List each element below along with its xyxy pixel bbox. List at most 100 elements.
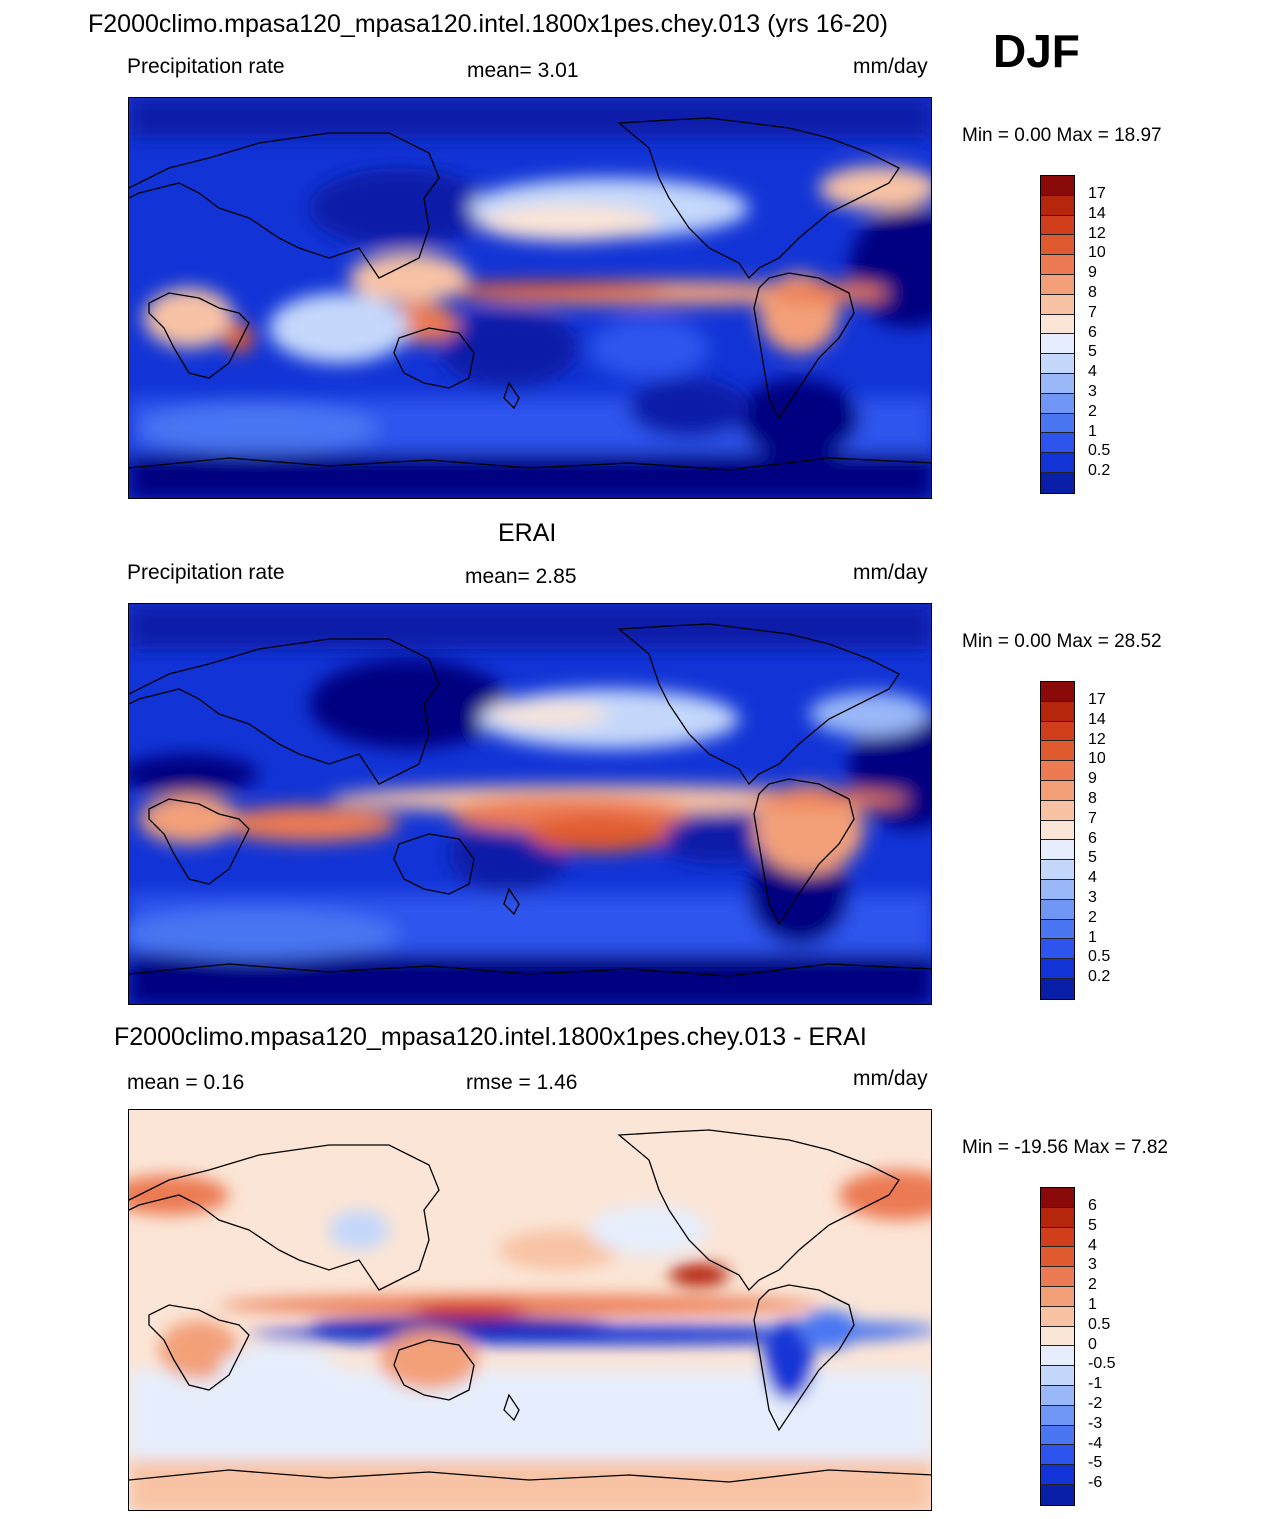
colorbar-swatch <box>1041 1247 1074 1268</box>
colorbar-swatch <box>1041 1286 1074 1307</box>
colorbar-swatch <box>1041 721 1074 742</box>
colorbar-tick-label: 4 <box>1088 869 1097 887</box>
colorbar-swatch <box>1041 919 1074 940</box>
colorbar-swatch <box>1041 761 1074 781</box>
colorbar-swatch <box>1041 1425 1074 1446</box>
colorbar-tick-label: 4 <box>1088 363 1097 381</box>
panel3-map <box>128 1109 932 1511</box>
colorbar-tick-label: 17 <box>1088 691 1106 708</box>
panel3-rmse-label: rmse = 1.46 <box>466 1071 578 1094</box>
colorbar-swatch <box>1041 195 1074 216</box>
panel1-minmax: Min = 0.00 Max = 18.97 <box>962 125 1162 146</box>
colorbar-swatch <box>1041 413 1074 434</box>
colorbar-tick-label: 2 <box>1088 402 1097 420</box>
season-label: DJF <box>993 25 1080 77</box>
panel1-units-label: mm/day <box>853 55 928 78</box>
colorbar-swatch <box>1041 1484 1074 1505</box>
panel2-minmax: Min = 0.00 Max = 28.52 <box>962 631 1162 652</box>
panel2-map <box>128 603 932 1005</box>
colorbar-tick-label: 14 <box>1088 710 1106 728</box>
colorbar-swatch <box>1041 1207 1074 1228</box>
panel2-colorbar <box>1040 681 1075 1000</box>
colorbar-tick-label: 17 <box>1088 185 1106 202</box>
colorbar-tick-label: 5 <box>1088 849 1097 867</box>
colorbar-tick-label: 0.5 <box>1088 442 1111 460</box>
colorbar-swatch <box>1041 741 1074 762</box>
colorbar-tick-label: -2 <box>1088 1395 1103 1412</box>
colorbar-tick-label: 9 <box>1088 264 1097 282</box>
colorbar-tick-label: 3 <box>1088 1256 1097 1274</box>
colorbar-tick-label: -3 <box>1088 1414 1103 1432</box>
colorbar-tick-label: 8 <box>1088 284 1097 301</box>
colorbar-tick-label: 1 <box>1088 1296 1097 1313</box>
colorbar-tick-label: 6 <box>1088 829 1097 847</box>
colorbar-tick-label: 10 <box>1088 750 1106 768</box>
colorbar-swatch <box>1041 1346 1074 1367</box>
colorbar-tick-label: 7 <box>1088 809 1097 827</box>
colorbar-swatch <box>1041 314 1074 335</box>
colorbar-tick-label: 5 <box>1088 1216 1097 1234</box>
colorbar-tick-label: 7 <box>1088 303 1097 321</box>
colorbar-swatch <box>1041 1326 1074 1347</box>
colorbar-swatch <box>1041 1385 1074 1406</box>
colorbar-tick-label: -1 <box>1088 1375 1103 1393</box>
colorbar-tick-label: -5 <box>1088 1454 1103 1472</box>
colorbar-swatch <box>1041 701 1074 722</box>
colorbar-tick-label: 0.5 <box>1088 948 1111 966</box>
panel2-title: ERAI <box>498 519 557 547</box>
panel2-left-label: Precipitation rate <box>127 561 285 584</box>
colorbar-tick-label: 2 <box>1088 1276 1097 1294</box>
colorbar-swatch <box>1041 472 1074 493</box>
colorbar-tick-label: 1 <box>1088 422 1097 440</box>
panel3-title: F2000climo.mpasa120_mpasa120.intel.1800x… <box>114 1023 867 1051</box>
colorbar-swatch <box>1041 433 1074 454</box>
colorbar-swatch <box>1041 176 1074 196</box>
colorbar-swatch <box>1041 820 1074 841</box>
colorbar-tick-label: 6 <box>1088 1197 1097 1214</box>
colorbar-tick-label: 6 <box>1088 323 1097 341</box>
colorbar-tick-label: 12 <box>1088 224 1106 242</box>
colorbar-tick-label: 10 <box>1088 244 1106 262</box>
colorbar-swatch <box>1041 800 1074 821</box>
colorbar-tick-label: 8 <box>1088 790 1097 807</box>
colorbar-swatch <box>1041 453 1074 473</box>
colorbar-tick-label: 0.5 <box>1088 1315 1111 1333</box>
panel3-mean-label: mean = 0.16 <box>127 1071 245 1094</box>
colorbar-tick-label: 9 <box>1088 770 1097 788</box>
colorbar-swatch <box>1041 899 1074 920</box>
colorbar-tick-label: 5 <box>1088 343 1097 361</box>
panel2-mean-label: mean= 2.85 <box>465 565 577 588</box>
colorbar-swatch <box>1041 1366 1074 1386</box>
colorbar-swatch <box>1041 235 1074 256</box>
colorbar-swatch <box>1041 1465 1074 1485</box>
colorbar-tick-label: 4 <box>1088 1236 1097 1254</box>
panel2-precip-field <box>129 604 931 1004</box>
colorbar-swatch <box>1041 1306 1074 1327</box>
colorbar-swatch <box>1041 840 1074 861</box>
colorbar-swatch <box>1041 939 1074 960</box>
colorbar-swatch <box>1041 978 1074 999</box>
colorbar-swatch <box>1041 959 1074 979</box>
colorbar-tick-label: 0.2 <box>1088 968 1111 986</box>
colorbar-tick-label: 3 <box>1088 889 1097 906</box>
panel1-precip-field <box>129 98 931 498</box>
colorbar-tick-label: 0 <box>1088 1335 1097 1353</box>
colorbar-swatch <box>1041 294 1074 315</box>
panel1-colorbar <box>1040 175 1075 494</box>
panel3-colorbar <box>1040 1187 1075 1506</box>
colorbar-swatch <box>1041 1227 1074 1248</box>
panel2-coastlines <box>129 623 931 977</box>
colorbar-tick-label: 14 <box>1088 204 1106 222</box>
colorbar-tick-label: 3 <box>1088 383 1097 400</box>
panel1-map <box>128 97 932 499</box>
colorbar-tick-label: 0.2 <box>1088 462 1111 480</box>
colorbar-swatch <box>1041 1188 1074 1208</box>
colorbar-swatch <box>1041 879 1074 900</box>
colorbar-swatch <box>1041 274 1074 295</box>
figure-title: F2000climo.mpasa120_mpasa120.intel.1800x… <box>88 10 889 38</box>
colorbar-tick-label: 2 <box>1088 908 1097 926</box>
colorbar-swatch <box>1041 1267 1074 1287</box>
colorbar-tick-label: 12 <box>1088 730 1106 748</box>
colorbar-swatch <box>1041 354 1074 374</box>
colorbar-swatch <box>1041 334 1074 355</box>
